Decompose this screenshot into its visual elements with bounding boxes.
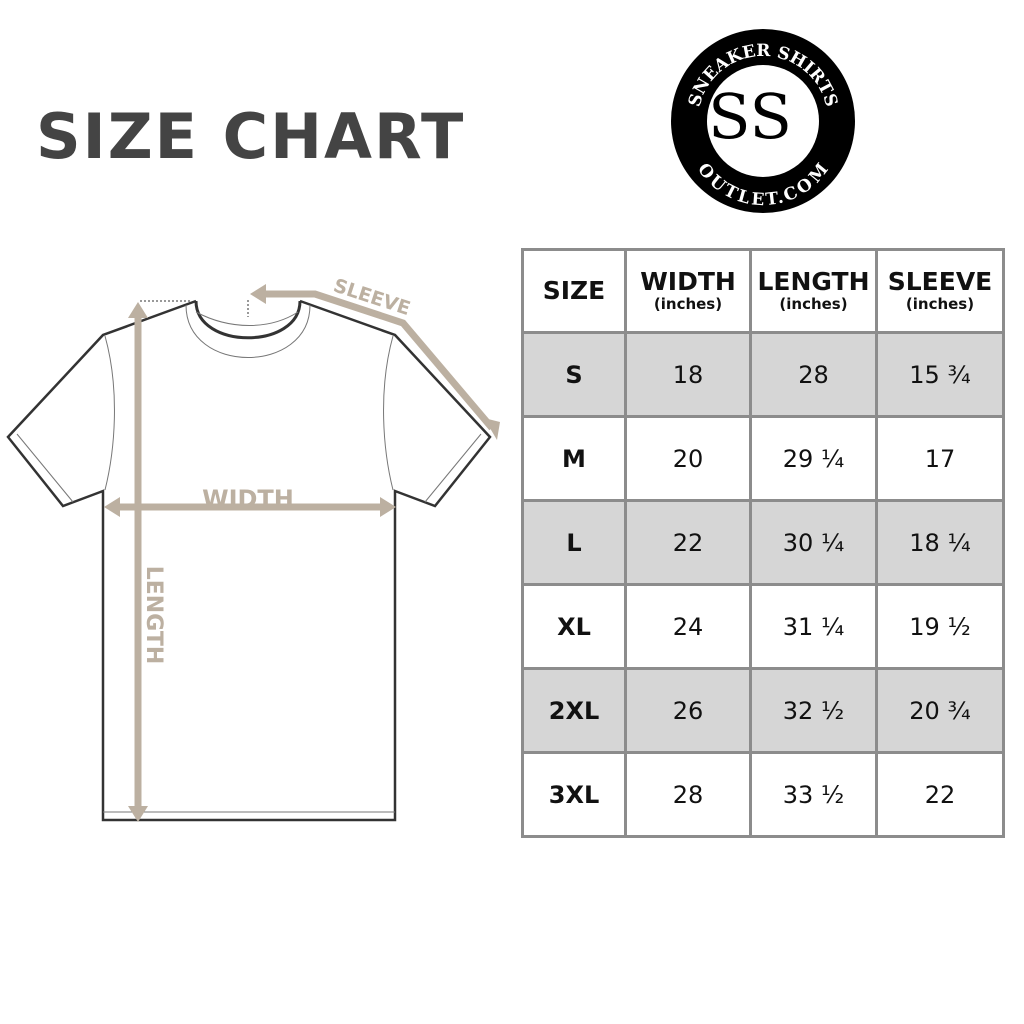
width-cell: 22	[624, 499, 752, 586]
sleeve-cell: 17	[875, 415, 1005, 502]
size-cell: 2XL	[521, 667, 627, 754]
width-cell: 24	[624, 583, 752, 670]
table-row: M 20 29 ¼ 17	[521, 415, 1005, 502]
sleeve-cell: 15 ¾	[875, 331, 1005, 418]
table-row: XL 24 31 ¼ 19 ½	[521, 583, 1005, 670]
sleeve-cell: 20 ¾	[875, 667, 1005, 754]
brand-logo: SNEAKER SHIRTS OUTLET.COM SS	[671, 29, 855, 213]
table-row: L 22 30 ¼ 18 ¼	[521, 499, 1005, 586]
sleeve-cell: 22	[875, 751, 1005, 838]
length-cell: 29 ¼	[749, 415, 878, 502]
size-cell: XL	[521, 583, 627, 670]
width-label: WIDTH	[202, 485, 294, 513]
width-cell: 20	[624, 415, 752, 502]
table-row: 3XL 28 33 ½ 22	[521, 751, 1005, 838]
size-cell: S	[521, 331, 627, 418]
logo-monogram: SS	[708, 80, 792, 153]
size-cell: L	[521, 499, 627, 586]
header-sleeve: SLEEVE (inches)	[875, 248, 1005, 334]
width-cell: 26	[624, 667, 752, 754]
tshirt-diagram: WIDTH LENGTH SLEEVE	[6, 275, 500, 822]
size-cell: M	[521, 415, 627, 502]
tshirt-outline	[6, 299, 492, 822]
size-table: SIZE WIDTH (inches) LENGTH (inches) SLEEVE…	[521, 248, 1005, 838]
page-title: SIZE CHART	[36, 100, 466, 173]
sleeve-cell: 19 ½	[875, 583, 1005, 670]
header-length: LENGTH (inches)	[749, 248, 878, 334]
width-cell: 28	[624, 751, 752, 838]
size-cell: 3XL	[521, 751, 627, 838]
table-row: S 18 28 15 ¾	[521, 331, 1005, 418]
length-cell: 30 ¼	[749, 499, 878, 586]
length-cell: 31 ¼	[749, 583, 878, 670]
table-header-row: SIZE WIDTH (inches) LENGTH (inches) SLEEVE…	[521, 248, 1005, 334]
sleeve-arrow	[265, 290, 495, 431]
length-label: LENGTH	[141, 566, 166, 665]
length-cell: 28	[749, 331, 878, 418]
length-cell: 32 ½	[749, 667, 878, 754]
width-cell: 18	[624, 331, 752, 418]
table-row: 2XL 26 32 ½ 20 ¾	[521, 667, 1005, 754]
header-size: SIZE	[521, 248, 627, 334]
length-cell: 33 ½	[749, 751, 878, 838]
header-width: WIDTH (inches)	[624, 248, 752, 334]
measure-arrows	[104, 284, 500, 822]
sleeve-cell: 18 ¼	[875, 499, 1005, 586]
